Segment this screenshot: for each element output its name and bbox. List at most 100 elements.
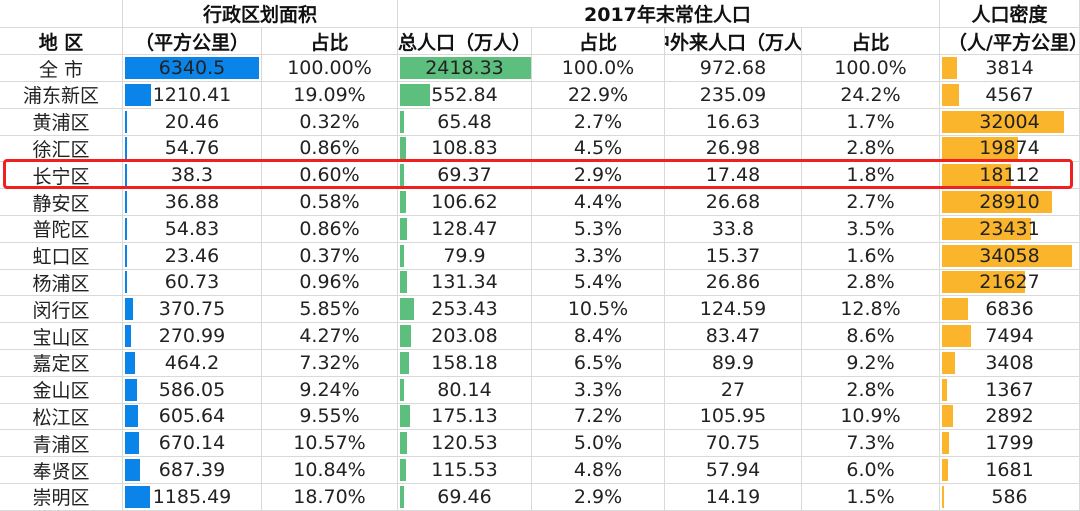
region-cell[interactable]: 青浦区 [0, 430, 123, 458]
pop-share-cell[interactable]: 5.0% [532, 430, 665, 458]
pop-total-cell[interactable]: 131.34 [398, 269, 532, 297]
migrant-share-cell[interactable]: 100.0% [802, 55, 940, 82]
region-cell[interactable]: 金山区 [0, 376, 123, 404]
pop-share-cell[interactable]: 8.4% [532, 323, 665, 350]
area-share-cell[interactable]: 0.37% [262, 242, 398, 270]
region-cell[interactable]: 黄浦区 [0, 108, 123, 136]
pop-total-cell[interactable]: 79.9 [398, 242, 532, 270]
area-cell[interactable]: 586.05 [123, 376, 262, 404]
area-cell[interactable]: 1210.41 [123, 81, 262, 109]
area-share-cell[interactable]: 0.86% [262, 215, 398, 243]
pop-share-cell[interactable]: 4.8% [532, 457, 665, 484]
migrant-share-cell[interactable]: 2.8% [802, 269, 940, 297]
density-cell[interactable]: 21627 [940, 269, 1080, 297]
migrant-cell[interactable]: 14.19 [665, 483, 802, 511]
region-cell[interactable]: 奉贤区 [0, 457, 123, 484]
migrant-share-cell[interactable]: 1.7% [802, 108, 940, 136]
area-share-cell[interactable]: 10.57% [262, 430, 398, 458]
area-cell[interactable]: 23.46 [123, 242, 262, 270]
density-group-header[interactable]: 人口密度 [940, 0, 1080, 28]
area-cell[interactable]: 270.99 [123, 323, 262, 350]
pop-total-cell[interactable]: 106.62 [398, 189, 532, 216]
pop-total-cell[interactable]: 253.43 [398, 296, 532, 324]
area-cell[interactable]: 670.14 [123, 430, 262, 458]
density-cell[interactable]: 6836 [940, 296, 1080, 324]
pop-share-cell[interactable]: 2.7% [532, 108, 665, 136]
migrant-share-cell[interactable]: 9.2% [802, 349, 940, 377]
region-cell[interactable]: 嘉定区 [0, 349, 123, 377]
pop-share-header[interactable]: 占比 [532, 28, 665, 55]
pop-share-cell[interactable]: 22.9% [532, 81, 665, 109]
migrant-share-header[interactable]: 占比 [802, 28, 940, 55]
migrant-cell[interactable]: 105.95 [665, 403, 802, 431]
density-cell[interactable]: 23431 [940, 215, 1080, 243]
pop-total-cell[interactable]: 203.08 [398, 323, 532, 350]
migrant-cell[interactable]: 89.9 [665, 349, 802, 377]
pop-total-cell[interactable]: 175.13 [398, 403, 532, 431]
area-share-cell[interactable]: 19.09% [262, 81, 398, 109]
pop-total-cell[interactable]: 69.46 [398, 483, 532, 511]
migrant-share-cell[interactable]: 1.5% [802, 483, 940, 511]
region-cell[interactable]: 杨浦区 [0, 269, 123, 297]
migrant-share-cell[interactable]: 1.6% [802, 242, 940, 270]
area-cell[interactable]: 60.73 [123, 269, 262, 297]
migrant-cell[interactable]: 26.68 [665, 189, 802, 216]
density-cell[interactable]: 1367 [940, 376, 1080, 404]
area-cell[interactable]: 6340.5 [123, 55, 262, 82]
region-cell[interactable]: 普陀区 [0, 215, 123, 243]
migrant-cell[interactable]: 16.63 [665, 108, 802, 136]
area-cell[interactable]: 20.46 [123, 108, 262, 136]
migrant-share-cell[interactable]: 3.5% [802, 215, 940, 243]
area-share-cell[interactable]: 4.27% [262, 323, 398, 350]
area-cell[interactable]: 464.2 [123, 349, 262, 377]
area-share-cell[interactable]: 9.24% [262, 376, 398, 404]
region-cell[interactable]: 宝山区 [0, 323, 123, 350]
region-cell[interactable]: 松江区 [0, 403, 123, 431]
area-share-cell[interactable]: 9.55% [262, 403, 398, 431]
area-share-header[interactable]: 占比 [262, 28, 398, 55]
area-share-cell[interactable]: 7.32% [262, 349, 398, 377]
pop-share-cell[interactable]: 3.3% [532, 242, 665, 270]
density-cell[interactable]: 3408 [940, 349, 1080, 377]
density-cell[interactable]: 19874 [940, 135, 1080, 163]
pop-total-header[interactable]: 总人口（万人） [398, 28, 532, 55]
density-cell[interactable]: 586 [940, 483, 1080, 511]
area-header[interactable]: （平方公里） [123, 28, 262, 55]
pop-total-cell[interactable]: 552.84 [398, 81, 532, 109]
density-cell[interactable]: 3814 [940, 55, 1080, 82]
region-cell[interactable]: 浦东新区 [0, 81, 123, 109]
density-cell[interactable]: 1681 [940, 457, 1080, 484]
migrant-cell[interactable]: 15.37 [665, 242, 802, 270]
migrant-share-cell[interactable]: 2.8% [802, 376, 940, 404]
density-cell[interactable]: 18112 [940, 162, 1080, 190]
area-share-cell[interactable]: 18.70% [262, 483, 398, 511]
region-cell[interactable]: 虹口区 [0, 242, 123, 270]
blank-header-cell[interactable] [0, 0, 123, 28]
migrant-header[interactable]: 中外来人口（万人） [665, 31, 802, 54]
region-cell[interactable]: 全 市 [0, 55, 123, 82]
pop-share-cell[interactable]: 7.2% [532, 403, 665, 431]
population-group-header[interactable]: 2017年末常住人口 [398, 0, 940, 28]
density-cell[interactable]: 32004 [940, 108, 1080, 136]
pop-total-cell[interactable]: 115.53 [398, 457, 532, 484]
migrant-cell[interactable]: 26.86 [665, 269, 802, 297]
area-cell[interactable]: 605.64 [123, 403, 262, 431]
density-cell[interactable]: 34058 [940, 242, 1080, 270]
pop-share-cell[interactable]: 3.3% [532, 376, 665, 404]
area-share-cell[interactable]: 5.85% [262, 296, 398, 324]
pop-share-cell[interactable]: 10.5% [532, 296, 665, 324]
area-share-cell[interactable]: 0.96% [262, 269, 398, 297]
pop-total-cell[interactable]: 120.53 [398, 430, 532, 458]
pop-share-cell[interactable]: 100.0% [532, 55, 665, 82]
migrant-cell[interactable]: 33.8 [665, 215, 802, 243]
region-cell[interactable]: 闵行区 [0, 296, 123, 324]
area-group-header[interactable]: 行政区划面积 [123, 0, 398, 28]
area-share-cell[interactable]: 100.00% [262, 55, 398, 82]
density-cell[interactable]: 2892 [940, 403, 1080, 431]
migrant-cell[interactable]: 57.94 [665, 457, 802, 484]
migrant-share-cell[interactable]: 2.7% [802, 189, 940, 216]
migrant-share-cell[interactable]: 10.9% [802, 403, 940, 431]
density-cell[interactable]: 4567 [940, 81, 1080, 109]
pop-total-cell[interactable]: 80.14 [398, 376, 532, 404]
pop-total-cell[interactable]: 65.48 [398, 108, 532, 136]
